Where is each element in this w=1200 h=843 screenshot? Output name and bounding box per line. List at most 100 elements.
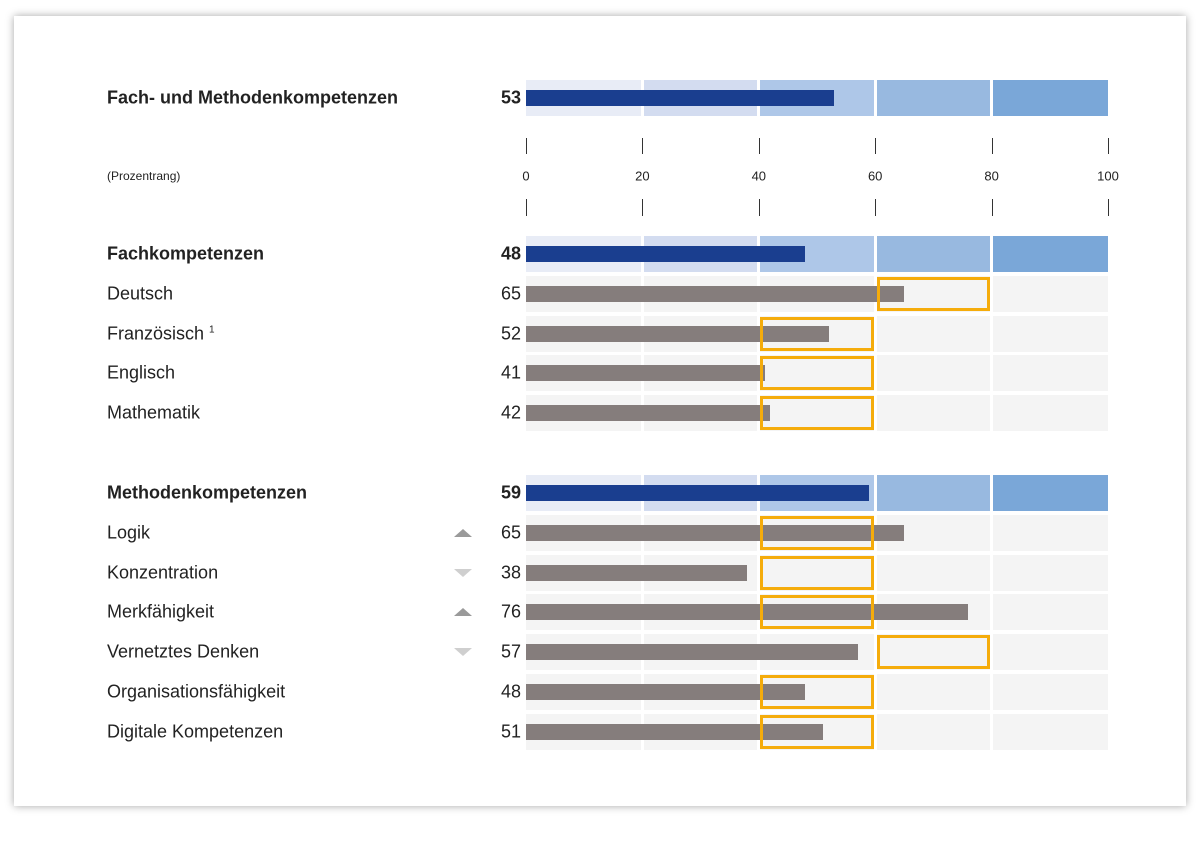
axis-tick-label: 80 xyxy=(984,168,999,184)
expected-range-box xyxy=(760,316,874,351)
expected-range-box xyxy=(760,356,874,391)
item-label-text: Deutsch xyxy=(107,283,174,304)
range-band xyxy=(993,236,1108,272)
item-value: 38 xyxy=(500,562,521,583)
range-band xyxy=(993,315,1108,352)
range-band xyxy=(760,395,874,432)
range-band xyxy=(876,80,991,116)
item-bar xyxy=(526,325,829,342)
expected-range-box xyxy=(760,674,874,709)
unit-label: (Prozentrang) xyxy=(107,169,181,183)
item-value: 76 xyxy=(500,601,521,622)
axis-tick xyxy=(642,138,644,154)
item-bar xyxy=(526,405,771,422)
range-band xyxy=(876,475,991,511)
item-value: 52 xyxy=(500,323,521,344)
item-label: Vernetztes Denken xyxy=(107,642,259,663)
item-label: Mathematik xyxy=(107,403,200,424)
item-label: Deutsch xyxy=(107,284,173,305)
section-value: 48 xyxy=(500,243,521,264)
item-label: Konzentration xyxy=(107,562,218,583)
summary-bar xyxy=(526,90,835,106)
trend-down-icon xyxy=(454,648,472,657)
range-band xyxy=(876,355,991,392)
range-band xyxy=(876,713,991,750)
range-band xyxy=(993,276,1108,312)
item-label: Digitale Kompetenzen xyxy=(107,721,283,742)
axis-tick-label: 0 xyxy=(522,168,530,184)
item-label-text: Vernetztes Denken xyxy=(107,641,260,662)
item-value: 42 xyxy=(500,402,521,423)
range-band xyxy=(993,515,1108,551)
expected-range-box xyxy=(876,277,991,311)
item-label-text: Merkfähigkeit xyxy=(107,601,215,622)
expected-range-box xyxy=(760,396,874,431)
section-label: Fachkompetenzen xyxy=(107,243,265,264)
item-label: Merkfähigkeit xyxy=(107,602,214,623)
item-bar xyxy=(526,286,905,302)
item-label-text: Mathematik xyxy=(107,402,201,423)
item-label-text: Englisch xyxy=(107,362,176,383)
item-value: 51 xyxy=(500,721,521,741)
axis-tick xyxy=(526,199,527,216)
range-band xyxy=(993,80,1108,116)
range-band xyxy=(993,634,1108,671)
expected-range-box xyxy=(760,516,874,550)
axis-tick xyxy=(991,138,993,154)
expected-range-box xyxy=(876,635,991,670)
item-label: Logik xyxy=(107,523,150,544)
range-band xyxy=(993,355,1108,392)
axis-tick xyxy=(526,138,527,154)
item-label: Französisch 1 xyxy=(107,323,215,344)
axis-tick xyxy=(642,199,644,216)
section-label: Methodenkompetenzen xyxy=(107,482,308,503)
item-label-text: Digitale Kompetenzen xyxy=(107,721,284,741)
trend-up-icon xyxy=(454,608,472,617)
range-band xyxy=(760,554,874,591)
range-band xyxy=(993,395,1108,432)
item-bar xyxy=(526,683,806,700)
item-value: 65 xyxy=(500,283,521,304)
item-bar xyxy=(526,365,765,382)
range-band xyxy=(993,594,1108,631)
axis-tick-label: 100 xyxy=(1097,168,1119,184)
item-bar xyxy=(526,564,748,581)
axis-tick xyxy=(758,138,760,154)
section-value: 53 xyxy=(500,87,521,108)
trend-down-icon xyxy=(454,568,472,577)
range-band xyxy=(993,673,1108,710)
axis-tick xyxy=(758,199,760,216)
item-bar xyxy=(526,723,823,740)
item-value: 65 xyxy=(500,522,521,543)
item-value: 41 xyxy=(500,362,521,383)
range-band xyxy=(993,713,1108,750)
item-label: Organisationsfähigkeit xyxy=(107,681,285,702)
range-band xyxy=(760,355,874,392)
expected-range-box xyxy=(760,595,874,630)
trend-up-icon xyxy=(454,529,472,537)
item-bar xyxy=(526,604,969,621)
item-value: 48 xyxy=(500,681,521,702)
axis-tick xyxy=(1108,199,1109,216)
range-band xyxy=(993,475,1108,511)
axis-tick xyxy=(991,199,993,216)
axis-tick-label: 40 xyxy=(751,168,767,184)
section-label: Fach- und Methodenkompetenzen xyxy=(107,87,399,108)
item-label-text: Organisationsfähigkeit xyxy=(107,681,286,702)
footnote-marker: 1 xyxy=(209,324,215,336)
item-label: Englisch xyxy=(107,363,175,384)
expected-range-box xyxy=(760,714,874,749)
axis-tick xyxy=(1108,138,1109,154)
range-band xyxy=(876,634,991,671)
axis-tick xyxy=(875,138,877,154)
range-band xyxy=(993,554,1108,591)
item-bar xyxy=(526,525,905,541)
expected-range-box xyxy=(760,555,874,590)
item-label-text: Französisch xyxy=(107,323,205,344)
range-band xyxy=(876,315,991,352)
item-label-text: Konzentration xyxy=(107,562,219,583)
axis-tick-label: 20 xyxy=(635,168,650,184)
summary-bar xyxy=(526,246,806,262)
range-band xyxy=(876,554,991,591)
item-bar xyxy=(526,644,858,661)
